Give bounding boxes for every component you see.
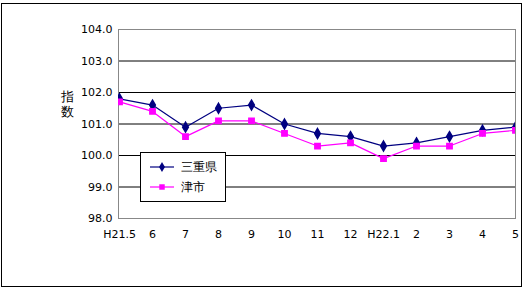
svg-text:11: 11 xyxy=(311,228,325,241)
svg-text:103.0: 103.0 xyxy=(81,55,113,68)
svg-text:100.0: 100.0 xyxy=(81,149,113,162)
svg-text:4: 4 xyxy=(479,228,486,241)
svg-text:10: 10 xyxy=(278,228,292,241)
svg-text:102.0: 102.0 xyxy=(81,86,113,99)
svg-text:5: 5 xyxy=(512,228,519,241)
svg-text:6: 6 xyxy=(149,228,156,241)
html-text:津市: 津市 xyxy=(181,179,205,194)
svg-text:2: 2 xyxy=(413,228,420,241)
svg-text:7: 7 xyxy=(182,228,189,241)
svg-text:H21.5: H21.5 xyxy=(103,228,136,241)
svg-text:8: 8 xyxy=(215,228,222,241)
svg-text:98.0: 98.0 xyxy=(88,212,113,225)
svg-text:104.0: 104.0 xyxy=(81,23,113,36)
svg-text:3: 3 xyxy=(446,228,453,241)
svg-text:12: 12 xyxy=(344,228,358,241)
svg-text:H22.1: H22.1 xyxy=(367,228,400,241)
html-text:三重県: 三重県 xyxy=(181,159,217,174)
svg-text:9: 9 xyxy=(248,228,255,241)
svg-text:指数: 指数 xyxy=(60,89,74,118)
svg-text:99.0: 99.0 xyxy=(88,181,113,194)
svg-text:101.0: 101.0 xyxy=(81,118,113,131)
